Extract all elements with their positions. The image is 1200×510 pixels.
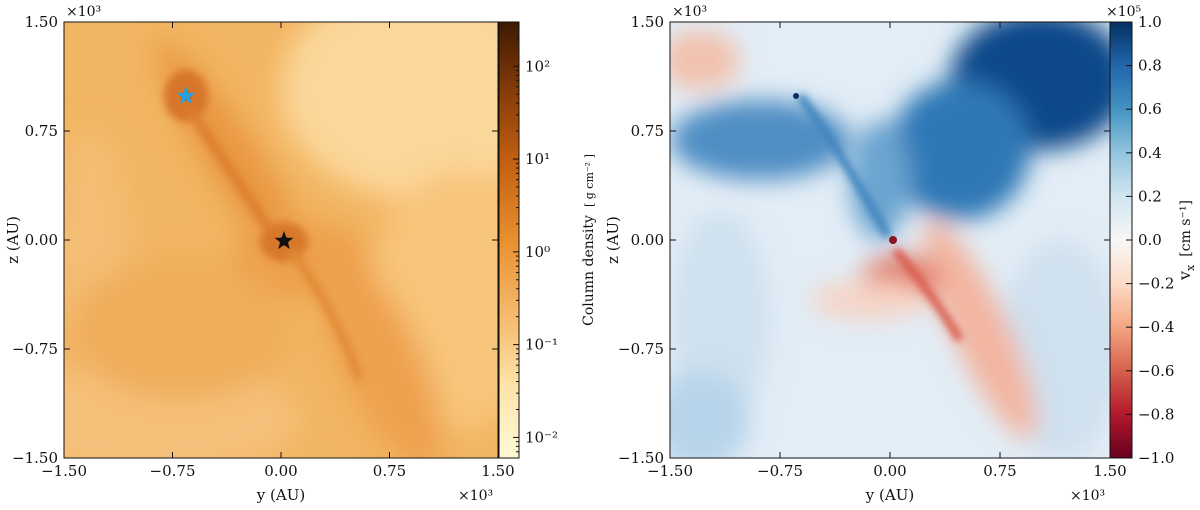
marker-star-blue: [176, 86, 196, 105]
colorbar-tick-label: 10²: [525, 57, 550, 75]
density-y-axis-label: z (AU): [4, 216, 22, 264]
x-tick-label: 1.50: [481, 462, 514, 480]
x-tick-label: −0.75: [757, 462, 803, 480]
x-tick-label: 0.75: [373, 462, 406, 480]
x-tick-label: −1.50: [647, 462, 693, 480]
y-tick-label: 0.75: [631, 122, 664, 140]
colorbar-tick-label: 10⁰: [525, 243, 550, 261]
colorbar-tick-label: −0.8: [1138, 405, 1174, 423]
velocity-y-multiplier: ×10³: [672, 4, 707, 20]
density-panel: −1.50 −0.75 0.00 0.75 1.50 −1.50 −0.75 0.00 0.75…: [4, 4, 597, 504]
colorbar-tick-label: 1.0: [1138, 13, 1162, 31]
colorbar-tick-label: 10⁻²: [525, 428, 558, 446]
density-image: [64, 22, 498, 458]
density-x-multiplier: ×10³: [458, 488, 493, 504]
density-colorbar-label: Column density[ g cm⁻² ]: [581, 154, 597, 326]
velocity-x-multiplier: ×10³: [1070, 488, 1105, 504]
x-tick-label: 1.50: [1093, 462, 1126, 480]
y-tick-label: 1.50: [631, 13, 664, 31]
density-y-multiplier: ×10³: [66, 4, 101, 20]
x-tick-label: 0.75: [983, 462, 1016, 480]
velocity-colorbar-multiplier: ×10⁵: [1106, 4, 1142, 20]
colorbar-tick-label: 0.4: [1138, 144, 1162, 162]
colorbar-tick-label: 0.0: [1138, 231, 1162, 249]
colorbar-tick-label: −0.2: [1138, 275, 1174, 293]
colorbar-tick-label: −1.0: [1138, 449, 1174, 467]
y-tick-label: −1.50: [12, 449, 58, 467]
velocity-panel: −1.50 −0.75 0.00 0.75 1.50 −1.50 −0.75 0.00 0.75…: [604, 4, 1197, 504]
velocity-colorbar: [1110, 22, 1132, 458]
velocity-colorbar-ticks: −1.0 −0.8 −0.6 −0.4 −0.2 0.0 0.2 0.4 0.6 0.8 1.0: [1126, 13, 1174, 467]
velocity-ticks: −1.50 −0.75 0.00 0.75 1.50 −1.50 −0.75 0.00 0.75…: [618, 13, 1127, 480]
colorbar-tick-label: 10⁻¹: [525, 336, 558, 354]
colorbar-tick-label: 0.8: [1138, 57, 1162, 75]
velocity-image: [670, 22, 1110, 458]
y-tick-label: 1.50: [25, 13, 58, 31]
y-tick-label: −1.50: [618, 449, 664, 467]
x-tick-label: 0.00: [264, 462, 297, 480]
x-tick-label: −0.75: [150, 462, 196, 480]
y-tick-label: 0.00: [25, 231, 58, 249]
colorbar-tick-label: 0.6: [1138, 100, 1162, 118]
marker-star-black: [274, 231, 294, 250]
density-x-axis-label: y (AU): [256, 486, 305, 504]
y-tick-label: −0.75: [618, 340, 664, 358]
density-colorbar-ticks: 10⁻² 10⁻¹ 10⁰ 10¹ 10²: [513, 21, 558, 459]
y-tick-label: −0.75: [12, 340, 58, 358]
y-tick-label: 0.75: [25, 122, 58, 140]
x-tick-label: 0.00: [873, 462, 906, 480]
velocity-y-axis-label: z (AU): [604, 216, 622, 264]
density-ticks: −1.50 −0.75 0.00 0.75 1.50 −1.50 −0.75 0.00 0.75…: [12, 13, 515, 480]
colorbar-tick-label: −0.6: [1138, 362, 1174, 380]
x-tick-label: −1.50: [41, 462, 87, 480]
colorbar-tick-label: 0.2: [1138, 187, 1162, 205]
y-tick-label: 0.00: [631, 231, 664, 249]
velocity-colorbar-label: vx[cm s⁻¹]: [1175, 200, 1197, 281]
density-colorbar: [499, 22, 519, 458]
colorbar-tick-label: −0.4: [1138, 318, 1174, 336]
colorbar-tick-label: 10¹: [525, 150, 550, 168]
velocity-x-axis-label: y (AU): [865, 486, 914, 504]
